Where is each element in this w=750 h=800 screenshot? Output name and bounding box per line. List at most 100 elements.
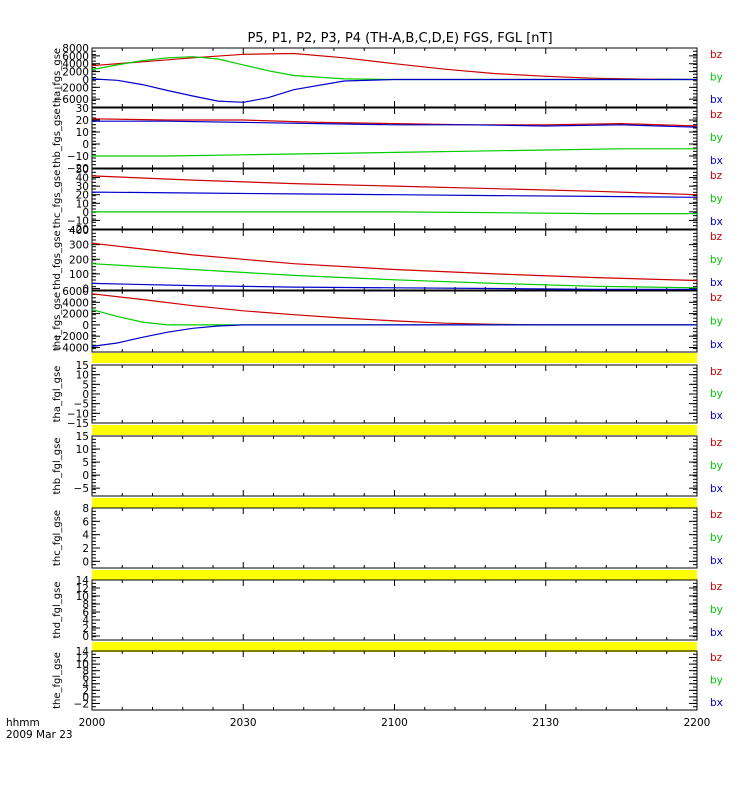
legend-entry-bz: bz <box>710 509 723 521</box>
legend-entry-bx: bx <box>710 697 723 709</box>
y-tick-label: 10 <box>76 444 89 456</box>
legend-entry-bz: bz <box>710 49 723 61</box>
legend-entry-bx: bx <box>710 555 723 567</box>
data-gap-bar-3 <box>92 498 697 508</box>
x-axis: 2000 2030 2100 2130 2200 <box>79 717 711 729</box>
legend-entry-bx: bx <box>710 339 723 351</box>
y-tick-label: 6000 <box>62 286 89 298</box>
data-gap-bar-2 <box>92 425 697 435</box>
legend-entry-by: by <box>710 254 723 266</box>
panel-frame <box>91 650 698 711</box>
legend-entry-bz: bz <box>710 437 723 449</box>
y-tick-label: 30 <box>76 181 89 193</box>
legend-entry-by: by <box>710 532 723 544</box>
data-gap-bar-4 <box>92 570 697 580</box>
y-tick-label: −20 <box>67 224 89 236</box>
y-tick-label: 2 <box>82 623 89 635</box>
series-line-bx <box>91 78 697 103</box>
legend-entry-bz: bz <box>710 292 723 304</box>
y-tick-label: 200 <box>69 254 89 266</box>
panel-frame <box>91 107 698 169</box>
y-tick-label: 0 <box>82 139 89 151</box>
y-tick-label: −5 <box>74 483 89 495</box>
series-line-by <box>91 56 697 81</box>
y-tick-label: 5 <box>82 457 89 469</box>
legend: bz by bx <box>710 437 723 495</box>
y-tick-label: 15 <box>76 360 89 372</box>
y-tick-label: 6 <box>82 672 89 684</box>
legend-entry-bx: bx <box>710 483 723 495</box>
panel-frame <box>91 168 698 230</box>
y-tick-label: −5 <box>74 399 89 411</box>
panel-frame <box>91 507 698 569</box>
y-axis-label: thb_fgl_gse <box>52 438 63 495</box>
legend: bz by bx <box>710 652 723 709</box>
y-tick-label: 10 <box>76 591 89 603</box>
panel-8: 86 420 thc_fgl_gse bz by bx <box>52 503 723 569</box>
y-axis-label: the_fgs_gse <box>52 292 63 351</box>
y-tick-label: 2 <box>82 685 89 697</box>
y-tick-label: 2000 <box>62 67 89 79</box>
legend-entry-bz: bz <box>710 170 723 182</box>
y-tick-label: 0 <box>82 284 89 296</box>
legend-entry-bz: bz <box>710 109 723 121</box>
y-axis-label: thd_fgl_gse <box>52 582 63 639</box>
x-tick-label: 2130 <box>532 717 559 729</box>
panel-frame <box>91 229 698 291</box>
legend-entry-bx: bx <box>710 94 723 106</box>
series-line-by <box>91 309 697 326</box>
y-tick-label: 12 <box>76 583 89 595</box>
y-axis-label: tha_fgl_gse <box>52 366 63 423</box>
legend-entry-by: by <box>710 132 723 144</box>
y-tick-label: 8 <box>82 599 89 611</box>
y-tick-label: 300 <box>69 240 89 252</box>
series-line-bx <box>91 282 697 290</box>
y-tick-label: 0 <box>82 74 89 86</box>
y-tick-label: 4 <box>82 530 89 542</box>
y-tick-label: 5 <box>82 379 89 391</box>
date-label: 2009 Mar 23 <box>6 729 73 741</box>
y-axis-label: thc_fgs_gse <box>52 170 63 229</box>
legend-entry-bx: bx <box>710 277 723 289</box>
y-tick-label: −2 <box>74 698 89 710</box>
legend-entry-by: by <box>710 72 723 84</box>
y-tick-label: 12 <box>76 653 89 665</box>
y-tick-label: −10 <box>67 408 89 420</box>
y-tick-label: 50 <box>76 164 89 176</box>
legend-entry-bz: bz <box>710 652 723 664</box>
legend-entry-bx: bx <box>710 216 723 228</box>
y-tick-label: 10 <box>76 127 89 139</box>
x-tick-label: 2100 <box>381 717 408 729</box>
panel-frame <box>91 364 698 424</box>
y-tick-label: 6000 <box>62 51 89 63</box>
y-tick-label: 8 <box>82 666 89 678</box>
x-tick-label: 2200 <box>684 717 711 729</box>
time-format-label: hhmm <box>6 717 40 729</box>
y-tick-label: 0 <box>82 389 89 401</box>
y-tick-label: −15 <box>67 418 89 430</box>
legend-entry-by: by <box>710 604 723 616</box>
y-axis-label: thb_fgs_gse <box>52 108 63 167</box>
y-tick-label: 2 <box>82 543 89 555</box>
panel-frame <box>91 579 698 641</box>
series-line-bz <box>91 118 698 127</box>
y-tick-label: 40 <box>76 173 89 185</box>
y-tick-label: 10 <box>76 659 89 671</box>
y-tick-label: −20 <box>67 163 89 175</box>
series-line-bz <box>91 52 698 81</box>
y-tick-label: 6 <box>82 516 89 528</box>
series-line-by <box>91 263 698 289</box>
y-axis-label: thd_fgs_gse <box>52 230 63 289</box>
legend: bz by bx <box>710 49 723 106</box>
y-tick-label: 400 <box>69 225 89 237</box>
x-tick-label: 2000 <box>79 717 106 729</box>
y-tick-label: 4 <box>82 679 89 691</box>
x-tick-label: 2030 <box>230 717 257 729</box>
legend-entry-by: by <box>710 316 723 328</box>
